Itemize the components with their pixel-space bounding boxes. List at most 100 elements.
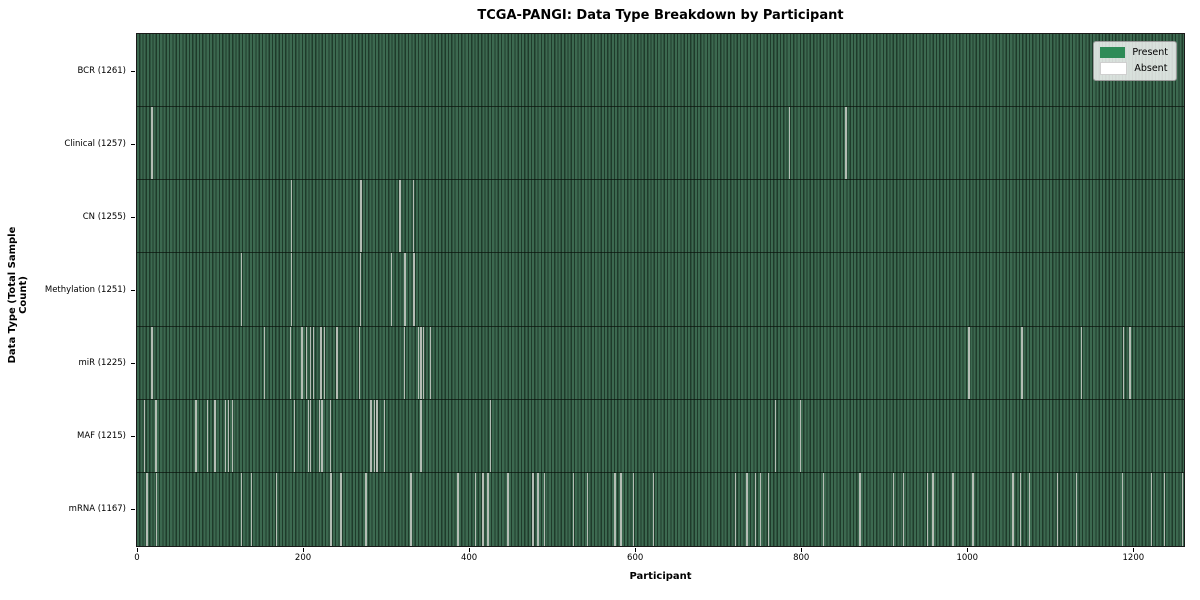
absent-stripe [1121, 472, 1124, 546]
absent-stripe [231, 399, 234, 472]
absent-stripe [734, 472, 737, 546]
absent-stripe [1076, 472, 1078, 546]
absent-stripe [1150, 472, 1153, 546]
absent-stripe [1019, 472, 1021, 546]
absent-stripe [474, 472, 477, 546]
y-tick-mark [131, 290, 135, 291]
absent-stripe [417, 326, 420, 399]
absent-stripe [543, 472, 546, 546]
absent-stripe [250, 472, 253, 546]
absent-stripe [768, 472, 770, 546]
absent-stripe [1181, 472, 1183, 546]
absent-stripe [482, 472, 484, 546]
absent-stripe [412, 180, 415, 253]
absent-stripe [422, 326, 424, 399]
absent-stripe [926, 472, 928, 546]
x-tick-label-1000: 1000 [956, 553, 979, 563]
y-tick-mark [131, 216, 135, 218]
absent-stripe [336, 326, 338, 399]
absent-stripe [587, 472, 589, 546]
x-tick-label-400: 400 [460, 553, 478, 563]
chart-title: TCGA-PANGI: Data Type Breakdown by Parti… [477, 8, 844, 23]
absent-stripe [359, 253, 361, 326]
absent-stripe [746, 472, 748, 546]
absent-stripe [1028, 472, 1031, 546]
absent-stripe [293, 399, 296, 472]
absent-stripe [572, 472, 575, 546]
absent-stripe [410, 472, 412, 546]
absent-stripe [1021, 326, 1023, 399]
absent-stripe [156, 472, 158, 546]
legend-label-absent: Absent [1134, 63, 1168, 74]
absent-stripe [206, 399, 209, 472]
absent-stripe [360, 180, 362, 253]
absent-stripe [264, 326, 266, 399]
legend-label-present: Present [1132, 47, 1168, 58]
absent-stripe [399, 180, 401, 253]
absent-stripe [290, 253, 292, 326]
absent-stripe [309, 399, 312, 472]
x-tick-label-0: 0 [134, 553, 140, 563]
absent-stripe [340, 472, 342, 546]
absent-stripe [457, 472, 459, 546]
absent-stripe [301, 326, 303, 399]
absent-stripe [620, 472, 622, 546]
absent-stripe [151, 326, 153, 399]
absent-stripe [788, 107, 791, 180]
y-tick-label-Methylation: Methylation (1251) [44, 285, 126, 295]
row-band-Clinical [137, 107, 1184, 181]
row-band-CN [137, 180, 1184, 254]
absent-stripe [507, 472, 509, 546]
absent-stripe [892, 472, 894, 546]
row-container [137, 34, 1184, 546]
absent-swatch [1100, 62, 1128, 75]
absent-stripe [652, 472, 654, 546]
plot-area: Present Absent [136, 33, 1185, 547]
absent-stripe [376, 399, 378, 472]
absent-stripe [489, 399, 492, 472]
x-tick-mark [1133, 548, 1135, 552]
legend-entry-absent: Absent [1100, 62, 1168, 75]
absent-stripe [358, 326, 361, 399]
y-tick-mark [131, 436, 135, 438]
absent-stripe [632, 472, 635, 546]
absent-stripe [214, 399, 216, 472]
y-tick-label-CN: CN (1255) [82, 211, 126, 222]
absent-stripe [323, 326, 326, 399]
absent-stripe [308, 399, 310, 472]
absent-stripe [321, 399, 323, 472]
absent-stripe [146, 472, 148, 546]
absent-stripe [151, 107, 153, 180]
x-tick-label-200: 200 [294, 553, 312, 563]
absent-stripe [859, 472, 861, 546]
absent-stripe [240, 472, 243, 546]
y-tick-mark [131, 363, 135, 365]
y-tick-mark [131, 509, 135, 511]
x-tick-mark [469, 548, 471, 552]
legend-entry-present: Present [1100, 47, 1168, 58]
row-band-mRNA [137, 472, 1184, 546]
x-tick-mark [967, 548, 969, 552]
absent-stripe [420, 326, 422, 399]
absent-stripe [532, 472, 534, 546]
absent-stripe [195, 399, 197, 472]
absent-stripe [305, 326, 307, 399]
absent-stripe [487, 472, 489, 546]
absent-stripe [413, 253, 415, 326]
x-tick-mark [635, 548, 637, 552]
y-tick-mark [131, 143, 135, 145]
absent-stripe [968, 326, 970, 399]
absent-stripe [404, 253, 406, 326]
absent-stripe [845, 107, 847, 180]
row-band-miR [137, 326, 1184, 400]
absent-stripe [320, 326, 322, 399]
absent-stripe [275, 472, 278, 546]
absent-stripe [309, 326, 312, 399]
absent-stripe [143, 399, 146, 472]
absent-stripe [952, 472, 954, 546]
absent-stripe [822, 472, 825, 546]
absent-stripe [155, 399, 157, 472]
absent-stripe [932, 472, 934, 546]
absent-stripe [370, 399, 372, 472]
